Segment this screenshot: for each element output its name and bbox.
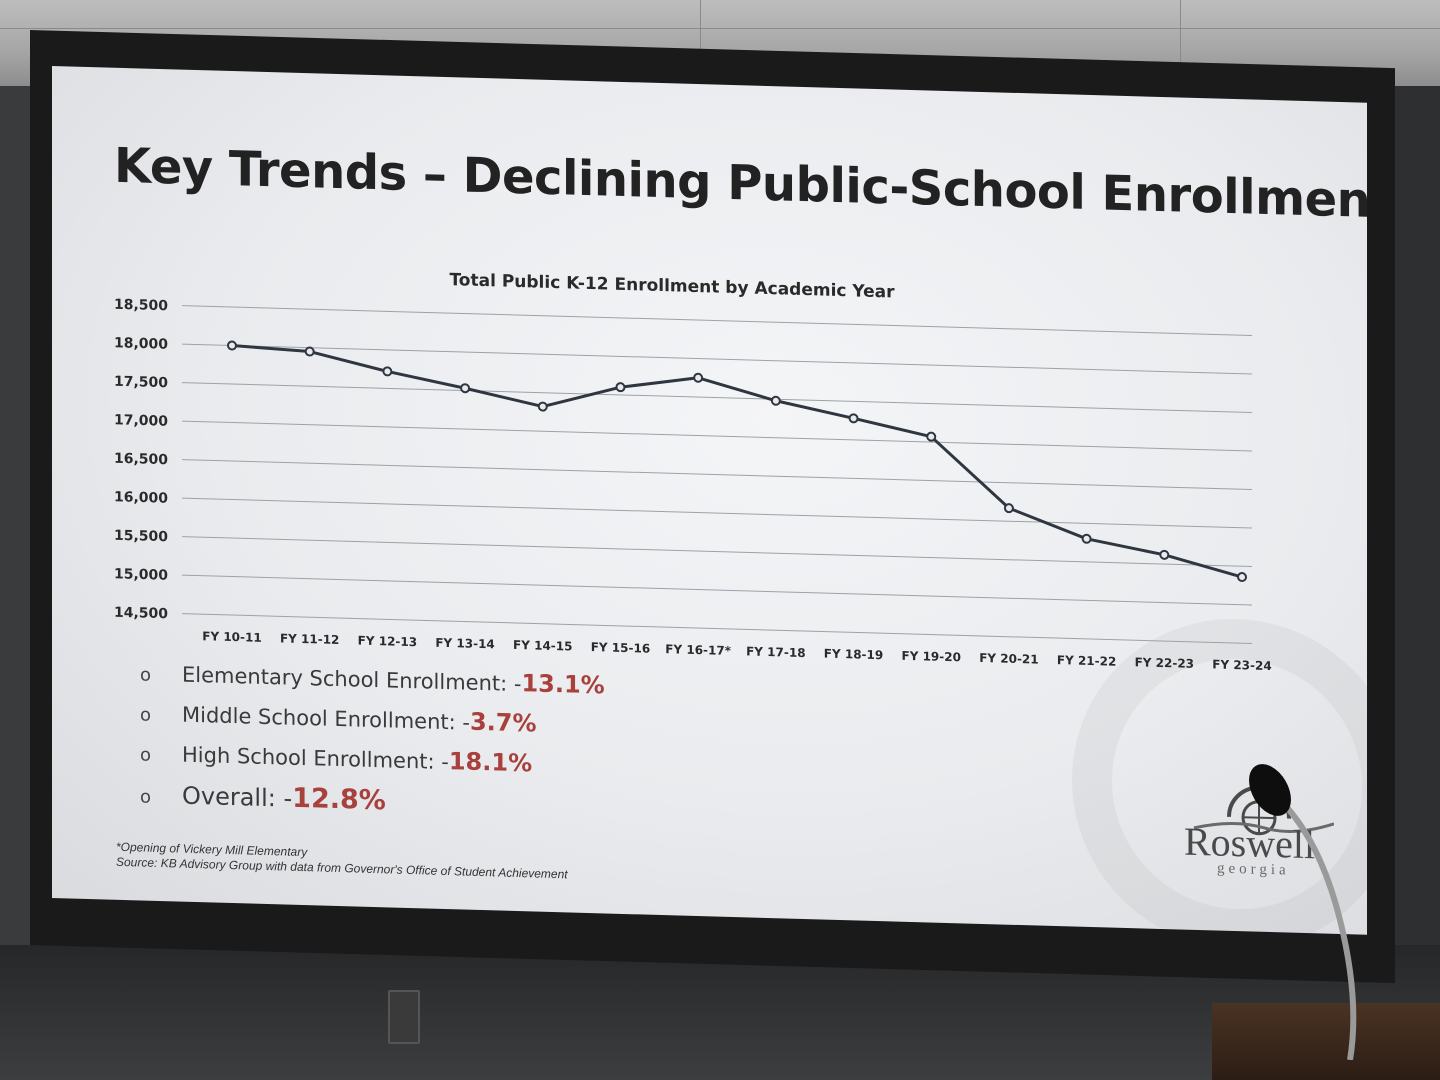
x-tick-label: FY 15-16: [591, 640, 650, 656]
ceiling-seam: [1180, 0, 1181, 86]
bullet-list: o Elementary School Enrollment: - 13.1% …: [140, 658, 605, 831]
data-point: [1003, 503, 1014, 514]
data-point: [848, 413, 859, 424]
microphone-icon: [1249, 764, 1357, 1060]
grid-layer: [182, 305, 1252, 645]
gridline: [182, 536, 1252, 568]
data-point: [382, 366, 393, 377]
gridline: [182, 497, 1252, 529]
x-tick-label: FY 20-21: [979, 651, 1038, 667]
bullet-marker: o: [140, 786, 152, 808]
ceiling-seam: [700, 0, 701, 86]
gridline: [182, 343, 1252, 375]
data-point: [926, 431, 937, 442]
bullet-label: High School Enrollment: -: [182, 742, 449, 775]
y-tick-label: 16,500: [114, 451, 168, 469]
y-tick-label: 17,000: [114, 412, 168, 430]
data-point: [615, 382, 626, 393]
data-point: [1081, 533, 1092, 544]
bullet-value: 18.1%: [448, 747, 533, 778]
x-tick-label: FY 21-22: [1057, 653, 1116, 669]
bullet-value: 13.1%: [521, 669, 605, 700]
wall-outlet: [388, 990, 420, 1044]
data-point: [304, 346, 315, 357]
data-point: [770, 395, 781, 406]
x-tick-label: FY 14-15: [513, 638, 572, 654]
bullet-marker: o: [140, 704, 152, 726]
gridline: [182, 459, 1252, 491]
gridline: [182, 613, 1252, 645]
bullet-marker: o: [140, 664, 152, 686]
x-tick-label: FY 22-23: [1135, 655, 1194, 671]
x-tick-label: FY 17-18: [746, 644, 805, 660]
bullet-label: Elementary School Enrollment: -: [182, 662, 522, 697]
x-tick-label: FY 10-11: [202, 629, 261, 645]
data-point: [1159, 549, 1170, 560]
y-axis-ticks: 14,500 15,000 15,500 16,000 16,500 17,000 17,5…: [114, 297, 168, 623]
bullet-label: Overall: -: [182, 781, 293, 813]
chart-title: Total Public K-12 Enrollment by Academic…: [449, 270, 895, 302]
y-tick-label: 17,500: [114, 374, 168, 392]
y-tick-label: 16,000: [114, 489, 168, 507]
slide: Key Trends – Declining Public-School Enr…: [52, 66, 1367, 935]
bullet-marker: o: [140, 744, 152, 766]
x-tick-label: FY 18-19: [824, 647, 883, 663]
y-tick-label: 15,500: [114, 528, 168, 546]
y-tick-label: 18,000: [114, 335, 168, 353]
x-tick-label: FY 11-12: [280, 631, 339, 647]
data-point: [693, 372, 704, 383]
series-line: [231, 344, 1243, 579]
x-tick-label: FY 16-17*: [665, 642, 731, 658]
x-tick-label: FY 23-24: [1212, 657, 1271, 673]
x-axis-ticks: FY 10-11 FY 11-12 FY 12-13 FY 13-14 FY 14-15…: [202, 629, 1271, 673]
data-point: [460, 383, 471, 394]
wall: [1395, 86, 1440, 1080]
bullet-value: 12.8%: [292, 782, 386, 817]
y-tick-label: 18,500: [114, 297, 168, 315]
ceiling-seam: [0, 28, 1440, 29]
gridline: [182, 382, 1252, 414]
x-tick-label: FY 19-20: [902, 649, 961, 665]
y-tick-label: 15,000: [114, 566, 168, 584]
gridline: [182, 574, 1252, 606]
gridline: [182, 420, 1252, 452]
data-point: [1237, 572, 1247, 583]
x-tick-label: FY 13-14: [435, 636, 494, 652]
podium: [1212, 1003, 1440, 1080]
y-tick-label: 14,500: [114, 605, 168, 623]
data-point: [227, 340, 237, 351]
bullet-value: 3.7%: [469, 707, 537, 738]
bullet-label: Middle School Enrollment: -: [182, 702, 470, 735]
gridline: [182, 305, 1252, 337]
line-chart: 14,500 15,000 15,500 16,000 16,500 17,000 17,5…: [114, 270, 1272, 673]
series-layer: [227, 340, 1247, 583]
data-point: [537, 401, 548, 412]
x-tick-label: FY 12-13: [358, 634, 417, 650]
